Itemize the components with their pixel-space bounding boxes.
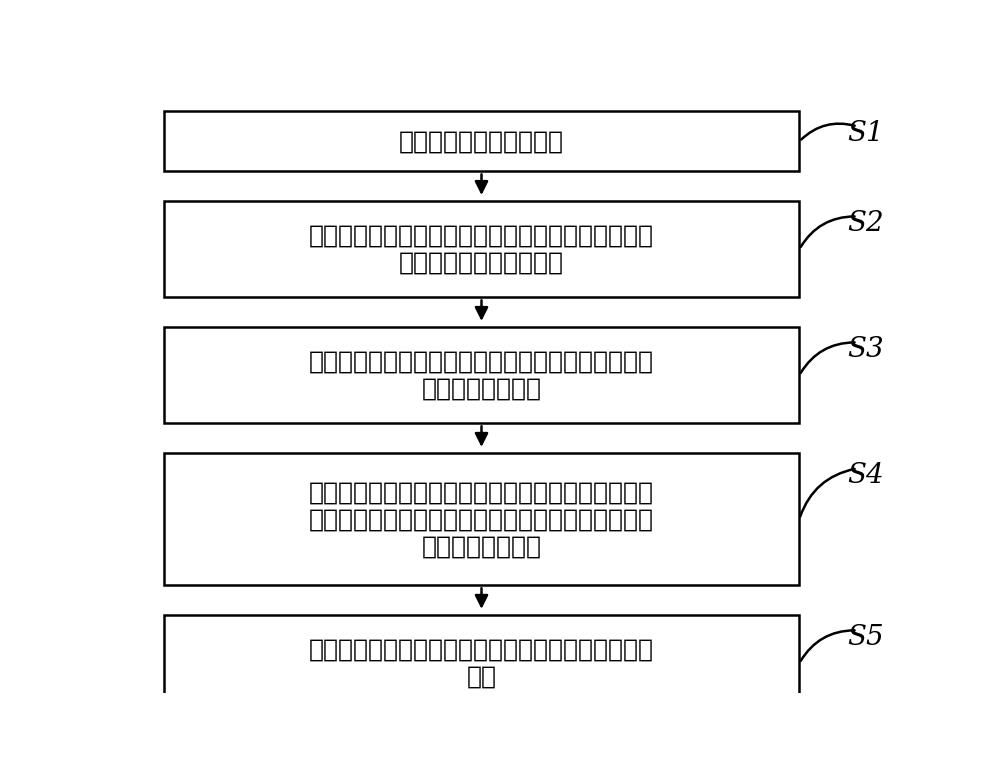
Bar	[164, 453, 799, 585]
Text: 池片之间通过导电条串联: 池片之间通过导电条串联	[399, 251, 564, 275]
Text: S4: S4	[847, 463, 883, 489]
Text: 在电池片的上方由下至上依次铺设上层胶膜和盖板，: 在电池片的上方由下至上依次铺设上层胶膜和盖板，	[309, 350, 654, 374]
Text: 以形成电池串组件: 以形成电池串组件	[422, 377, 542, 401]
Bar	[164, 327, 799, 424]
Text: S2: S2	[847, 210, 883, 238]
Text: 电条和下层胶膜之间以及位于电池片正面的导电条和: 电条和下层胶膜之间以及位于电池片正面的导电条和	[309, 507, 654, 531]
Bar	[164, 111, 799, 171]
Text: S3: S3	[847, 337, 883, 364]
Text: 组件: 组件	[466, 664, 496, 689]
Text: 上层胶膜之间预粘: 上层胶膜之间预粘	[422, 534, 542, 559]
Text: 对电池串组件进行预加热，以使位于电池片背面的导: 对电池串组件进行预加热，以使位于电池片背面的导	[309, 481, 654, 504]
Text: S5: S5	[847, 624, 883, 651]
Bar	[164, 202, 799, 298]
Bar	[164, 615, 799, 711]
Text: 在下层胶膜上方铺设电池片和导电条，使相邻两个电: 在下层胶膜上方铺设电池片和导电条，使相邻两个电	[309, 224, 654, 248]
Text: 对电池串组件进行层压固化成型，以形成太阳能电池: 对电池串组件进行层压固化成型，以形成太阳能电池	[309, 638, 654, 662]
Text: 在背板上方铺设下层胶膜: 在背板上方铺设下层胶膜	[399, 129, 564, 153]
Text: S1: S1	[847, 121, 883, 147]
